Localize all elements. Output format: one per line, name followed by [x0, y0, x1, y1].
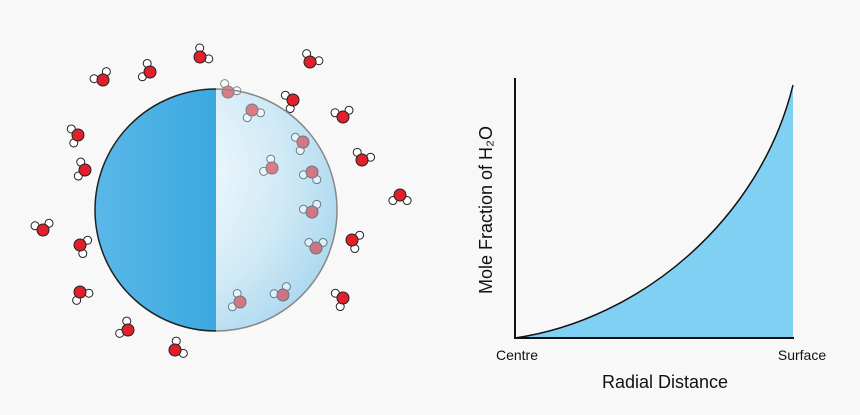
- oxygen-atom: [73, 238, 87, 252]
- x-end-label: Surface: [778, 347, 826, 363]
- x-axis-label: Radial Distance: [602, 372, 728, 392]
- outer-molecules: [30, 43, 412, 358]
- droplet-core: [95, 89, 216, 331]
- water-molecule: [302, 49, 324, 69]
- oxygen-atom: [73, 285, 87, 299]
- oxygen-atom: [355, 153, 369, 167]
- water-molecule: [137, 58, 157, 82]
- water-molecule: [89, 67, 111, 87]
- oxygen-atom: [345, 233, 359, 247]
- water-molecule: [330, 105, 354, 124]
- curve: [514, 84, 794, 339]
- oxygen-atom: [276, 288, 290, 302]
- water-molecule: [304, 237, 328, 255]
- oxygen-atom: [296, 135, 310, 149]
- water-molecule: [242, 103, 266, 123]
- droplet-outline: [94, 88, 216, 332]
- water-molecule: [193, 43, 214, 64]
- oxygen-atom: [193, 50, 207, 64]
- droplet-outline-shell: [216, 88, 338, 332]
- water-molecule: [73, 235, 93, 259]
- plot: Mole Fraction of H₂O Centre Surface Radi…: [476, 78, 826, 392]
- oxygen-atom: [36, 223, 50, 237]
- oxygen-atom: [265, 161, 279, 175]
- water-molecule: [290, 132, 310, 156]
- oxygen-atom: [305, 205, 319, 219]
- oxygen-atom: [78, 163, 92, 177]
- water-molecule: [298, 199, 322, 219]
- water-molecule: [115, 316, 135, 338]
- droplet-shell: [216, 89, 337, 331]
- water-molecule: [280, 90, 300, 114]
- water-molecule: [330, 288, 350, 312]
- oxygen-atom: [71, 128, 85, 142]
- water-molecule: [352, 147, 376, 167]
- water-molecule: [298, 165, 322, 185]
- oxygen-atom: [305, 165, 319, 179]
- water-molecule: [168, 336, 188, 358]
- water-molecule: [269, 282, 291, 302]
- water-molecule: [30, 218, 54, 237]
- water-molecule: [227, 288, 247, 312]
- oxygen-atom: [286, 93, 300, 107]
- oxygen-atom: [221, 85, 235, 99]
- curve-area: [515, 85, 793, 338]
- droplet: [94, 79, 338, 332]
- oxygen-atom: [245, 103, 259, 117]
- oxygen-atom: [121, 323, 135, 337]
- oxygen-atom: [303, 55, 317, 69]
- water-molecule: [72, 285, 94, 305]
- water-molecule: [388, 188, 412, 206]
- oxygen-atom: [309, 241, 323, 255]
- y-axis-label: Mole Fraction of H₂O: [476, 126, 496, 294]
- x-start-label: Centre: [496, 347, 538, 363]
- oxygen-atom: [336, 291, 350, 305]
- oxygen-atom: [96, 73, 110, 87]
- water-molecule: [66, 124, 85, 148]
- water-molecule: [345, 230, 365, 254]
- oxygen-atom: [168, 343, 182, 357]
- oxygen-atom: [336, 110, 350, 124]
- inner-molecules: [220, 79, 328, 312]
- water-molecule: [259, 154, 279, 176]
- oxygen-atom: [233, 295, 247, 309]
- water-molecule: [73, 157, 92, 181]
- oxygen-atom: [393, 188, 407, 202]
- oxygen-atom: [143, 65, 157, 79]
